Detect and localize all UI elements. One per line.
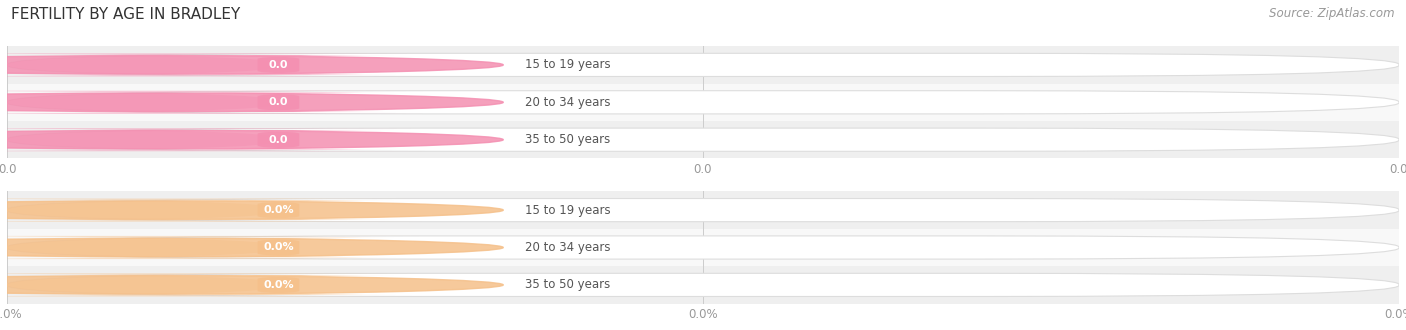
FancyBboxPatch shape xyxy=(0,128,425,151)
FancyBboxPatch shape xyxy=(160,130,396,149)
Text: 0.0: 0.0 xyxy=(269,97,288,107)
Bar xyxy=(7,191,1399,229)
Circle shape xyxy=(0,201,503,219)
FancyBboxPatch shape xyxy=(0,199,425,222)
Text: 0.0: 0.0 xyxy=(269,135,288,145)
Circle shape xyxy=(0,93,503,112)
FancyBboxPatch shape xyxy=(7,273,1399,296)
Text: Source: ZipAtlas.com: Source: ZipAtlas.com xyxy=(1270,7,1395,19)
FancyBboxPatch shape xyxy=(160,93,396,112)
Text: 20 to 34 years: 20 to 34 years xyxy=(524,96,610,109)
FancyBboxPatch shape xyxy=(0,236,425,259)
Circle shape xyxy=(0,276,503,294)
FancyBboxPatch shape xyxy=(160,238,396,257)
FancyBboxPatch shape xyxy=(7,199,1399,222)
Text: 0.0%: 0.0% xyxy=(263,280,294,290)
FancyBboxPatch shape xyxy=(0,53,425,77)
Bar xyxy=(7,121,1399,158)
Circle shape xyxy=(0,130,503,149)
Text: 15 to 19 years: 15 to 19 years xyxy=(524,58,610,71)
Bar xyxy=(7,229,1399,266)
Bar xyxy=(7,46,1399,83)
Text: 35 to 50 years: 35 to 50 years xyxy=(524,133,610,146)
FancyBboxPatch shape xyxy=(160,55,396,75)
Text: 0.0%: 0.0% xyxy=(263,243,294,252)
FancyBboxPatch shape xyxy=(160,275,396,295)
Text: 35 to 50 years: 35 to 50 years xyxy=(524,279,610,291)
Text: FERTILITY BY AGE IN BRADLEY: FERTILITY BY AGE IN BRADLEY xyxy=(11,7,240,21)
FancyBboxPatch shape xyxy=(7,53,1399,77)
Text: 0.0: 0.0 xyxy=(269,60,288,70)
Circle shape xyxy=(0,238,503,257)
FancyBboxPatch shape xyxy=(7,236,1399,259)
Text: 20 to 34 years: 20 to 34 years xyxy=(524,241,610,254)
FancyBboxPatch shape xyxy=(0,91,425,114)
Text: 15 to 19 years: 15 to 19 years xyxy=(524,204,610,216)
Text: 0.0%: 0.0% xyxy=(263,205,294,215)
FancyBboxPatch shape xyxy=(160,200,396,220)
Bar xyxy=(7,266,1399,304)
FancyBboxPatch shape xyxy=(7,91,1399,114)
Circle shape xyxy=(0,56,503,74)
Bar xyxy=(7,83,1399,121)
FancyBboxPatch shape xyxy=(0,273,425,296)
FancyBboxPatch shape xyxy=(7,128,1399,151)
